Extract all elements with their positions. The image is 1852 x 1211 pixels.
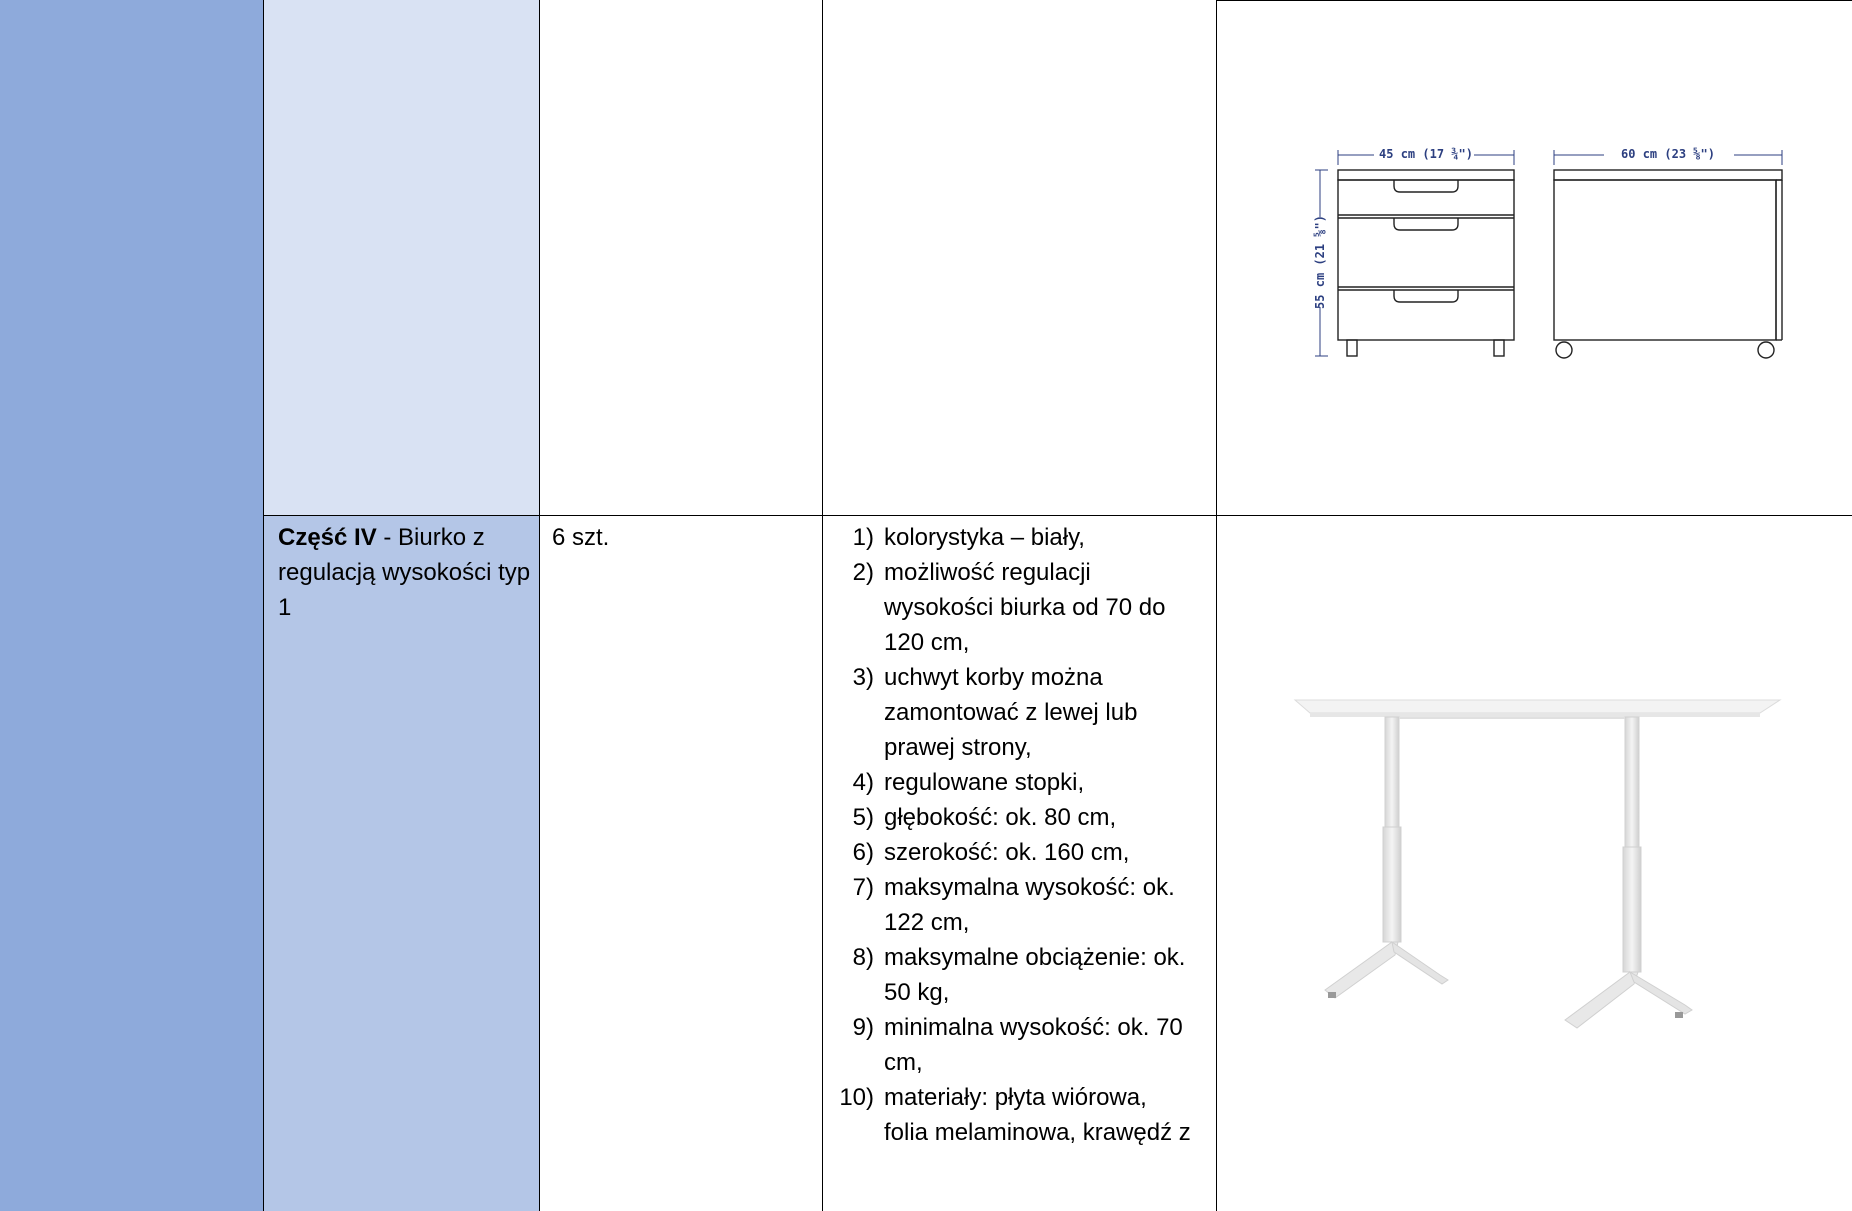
spec-item: 8) maksymalne obciążenie: ok. 50 kg,	[834, 940, 1194, 1010]
column-lp	[0, 0, 264, 1211]
spec-text: kolorystyka – biały,	[884, 524, 1085, 551]
spec-number: 7)	[852, 874, 874, 901]
table-top-border	[1217, 0, 1852, 1]
spec-item: 2) możliwość regulacji wysokości biurka o…	[834, 555, 1194, 660]
dimension-width-side: 60 cm (23 ⅝")	[1621, 147, 1715, 161]
grid-line	[1216, 0, 1217, 1211]
spec-number: 10)	[839, 1084, 874, 1111]
spec-text: możliwość regulacji wysokości biurka od …	[884, 559, 1166, 656]
spec-text: minimalna wysokość: ok. 70 cm,	[884, 1014, 1183, 1076]
spec-text: szerokość: ok. 160 cm,	[884, 839, 1130, 866]
specification-list: 1) kolorystyka – biały, 2) możliwość regula…	[834, 520, 1194, 1150]
grid-line	[263, 0, 264, 1211]
spec-text: głębokość: ok. 80 cm,	[884, 804, 1117, 831]
spec-item: 10) materiały: płyta wiórowa, folia melam…	[834, 1080, 1194, 1150]
spec-item: 4) regulowane stopki,	[834, 765, 1194, 800]
spec-text: materiały: płyta wiórowa, folia melamino…	[884, 1084, 1191, 1146]
spec-number: 8)	[852, 944, 874, 971]
spec-number: 9)	[852, 1014, 874, 1041]
grid-line	[822, 0, 823, 1211]
drawer-cabinet-drawing: 45 cm (17 ¾") 60 cm (23 ⅝") 55 cm (21 ⅝"…	[1312, 147, 1783, 359]
spec-number: 3)	[852, 664, 874, 691]
spec-number: 1)	[852, 524, 874, 551]
part-description: - Biurko z regulacją wysokości typ 1	[278, 524, 531, 621]
column-name-upper	[264, 0, 540, 516]
part-number: Część IV	[278, 524, 377, 551]
spec-number: 5)	[852, 804, 874, 831]
spec-number: 2)	[852, 559, 874, 586]
spec-text: maksymalna wysokość: ok. 122 cm,	[884, 874, 1175, 936]
spec-text: uchwyt korby można zamontować z lewej lu…	[884, 664, 1138, 761]
row-divider	[264, 515, 1852, 516]
spec-item: 1) kolorystyka – biały,	[834, 520, 1194, 555]
dimension-height: 55 cm (21 ⅝")	[1313, 215, 1327, 309]
column-name-lower	[264, 516, 540, 1211]
spec-item: 7) maksymalna wysokość: ok. 122 cm,	[834, 870, 1194, 940]
quantity: 6 szt.	[552, 524, 610, 551]
spec-item: 6) szerokość: ok. 160 cm,	[834, 835, 1194, 870]
spec-item: 3) uchwyt korby można zamontować z lewej …	[834, 660, 1194, 765]
spec-item: 9) minimalna wysokość: ok. 70 cm,	[834, 1010, 1194, 1080]
spec-number: 4)	[852, 769, 874, 796]
spec-text: maksymalne obciążenie: ok. 50 kg,	[884, 944, 1186, 1006]
spec-number: 6)	[852, 839, 874, 866]
spec-item: 5) głębokość: ok. 80 cm,	[834, 800, 1194, 835]
grid-line	[539, 0, 540, 1211]
desk-image	[1293, 699, 1782, 1029]
dimension-width-front: 45 cm (17 ¾")	[1379, 147, 1473, 161]
spec-text: regulowane stopki,	[884, 769, 1085, 796]
part-title: Część IV - Biurko z regulacją wysokości …	[278, 520, 533, 625]
